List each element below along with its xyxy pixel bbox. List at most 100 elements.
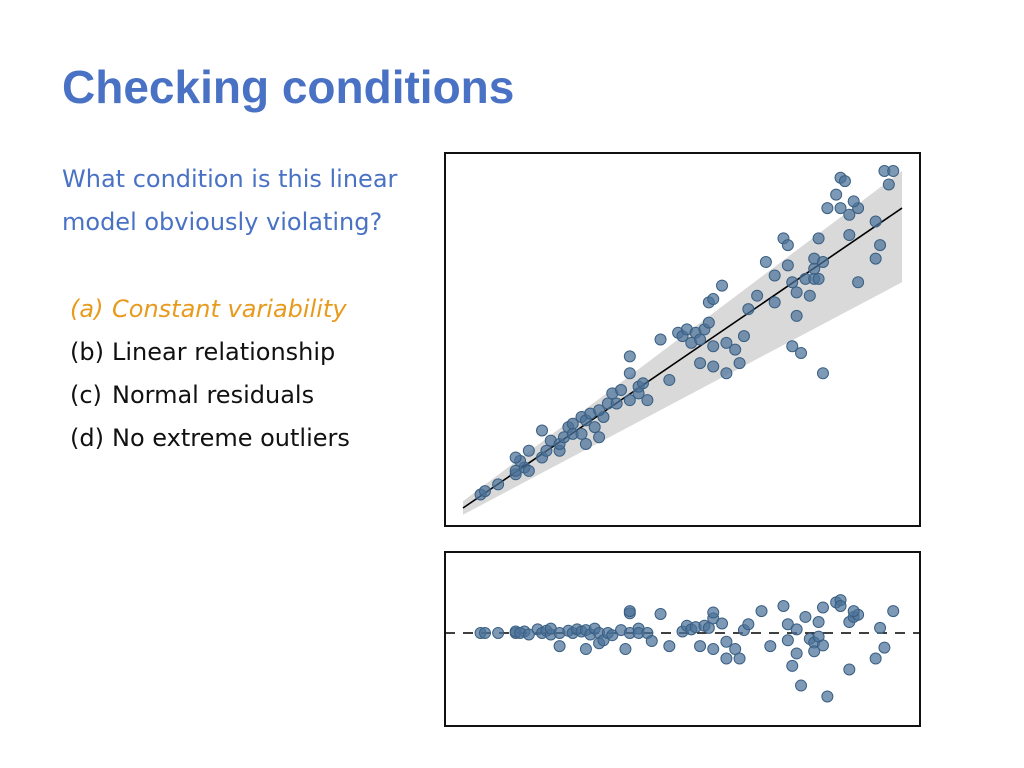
scatter-point: [623, 350, 636, 363]
scatter-point: [694, 357, 707, 370]
scatter-point: [615, 384, 628, 397]
option-c-text: Normal residuals: [112, 381, 315, 409]
scatter-point: [786, 276, 799, 289]
scatter-point: [843, 208, 856, 221]
scatter-point: [478, 485, 491, 498]
residual-point: [777, 599, 790, 612]
residual-point: [869, 652, 882, 665]
residual-point: [663, 640, 676, 653]
residual-point: [492, 627, 505, 639]
scatter-point: [579, 437, 592, 450]
scatter-point: [575, 427, 588, 440]
residual-point: [816, 601, 829, 614]
option-d-label: (d): [70, 424, 104, 452]
scatter-point: [882, 178, 895, 191]
scatter-point: [874, 239, 887, 252]
answer-options: (a) Constant variability (b) Linear rela…: [70, 288, 350, 460]
scatter-point: [610, 397, 623, 410]
residual-point: [733, 652, 746, 665]
scatter-point: [790, 309, 803, 322]
scatter-point: [623, 394, 636, 407]
residual-point: [795, 679, 808, 692]
residual-frame: [444, 551, 921, 727]
scatter-point: [781, 259, 794, 272]
residual-point: [816, 639, 829, 652]
option-d-text: No extreme outliers: [112, 424, 350, 452]
slide-title: Checking conditions: [62, 61, 515, 113]
scatter-point: [492, 478, 505, 491]
scatter-point: [816, 255, 829, 268]
residual-point: [623, 605, 636, 618]
scatter-point: [636, 377, 649, 390]
scatter-point: [843, 229, 856, 242]
residual-point: [808, 645, 821, 658]
residual-point: [478, 627, 491, 639]
scatter-point: [707, 340, 720, 353]
regression-line: [462, 207, 903, 509]
residual-point: [843, 663, 856, 676]
scatter-point: [803, 289, 816, 302]
scatter-point: [707, 360, 720, 373]
residual-point: [619, 643, 632, 656]
scatter-point: [852, 276, 865, 289]
residual-point: [755, 605, 768, 618]
residual-point: [654, 608, 667, 621]
residual-point: [707, 606, 720, 619]
scatter-point: [654, 333, 667, 346]
option-c-label: (c): [70, 381, 102, 409]
residual-point: [786, 659, 799, 672]
scatter-point: [838, 175, 851, 188]
scatter-point: [540, 444, 553, 457]
scatter-point: [869, 252, 882, 265]
residual-point: [847, 605, 860, 618]
residual-point: [720, 652, 733, 665]
scatter-point: [759, 255, 772, 268]
residual-point: [522, 628, 535, 641]
scatter-point: [887, 165, 900, 177]
scatter-point: [830, 188, 843, 201]
scatter-point: [816, 367, 829, 380]
scatter-point: [812, 232, 825, 245]
option-b: (b) Linear relationship: [70, 331, 350, 374]
residual-point: [606, 629, 619, 642]
scatter-point: [694, 333, 707, 346]
scatter-point: [720, 336, 733, 349]
scatter-point: [536, 424, 549, 437]
residual-point: [781, 634, 794, 647]
scatter-point: [781, 239, 794, 252]
scatter-point: [751, 289, 764, 302]
residual-point: [716, 617, 729, 630]
residual-point: [821, 690, 834, 703]
residual-point: [742, 618, 755, 631]
scatter-point: [593, 404, 606, 417]
option-c: (c) Normal residuals: [70, 374, 350, 417]
scatter-point: [663, 373, 676, 386]
scatter-point: [588, 421, 601, 434]
scatter-point: [742, 303, 755, 316]
residual-point: [834, 599, 847, 612]
scatter-frame: [444, 152, 921, 527]
residual-point: [553, 640, 566, 653]
option-a-text: Constant variability: [112, 295, 347, 323]
residual-point: [799, 610, 812, 623]
scatter-point: [737, 330, 750, 343]
option-a: (a) Constant variability: [70, 288, 350, 331]
residual-point: [645, 635, 658, 648]
scatter-point: [834, 202, 847, 215]
scatter-point: [733, 357, 746, 370]
scatter-point: [847, 195, 860, 208]
scatter-point: [623, 367, 636, 380]
scatter-point: [593, 431, 606, 444]
residual-point: [874, 621, 887, 634]
scatter-point: [729, 343, 742, 356]
scatter-point: [509, 451, 522, 464]
scatter-point: [790, 286, 803, 299]
residual-point: [694, 640, 707, 653]
scatter-point: [702, 316, 715, 329]
scatter-point: [869, 215, 882, 228]
residual-point: [764, 640, 777, 653]
scatter-point: [768, 296, 781, 309]
option-b-label: (b): [70, 338, 104, 366]
residual-point: [707, 643, 720, 656]
